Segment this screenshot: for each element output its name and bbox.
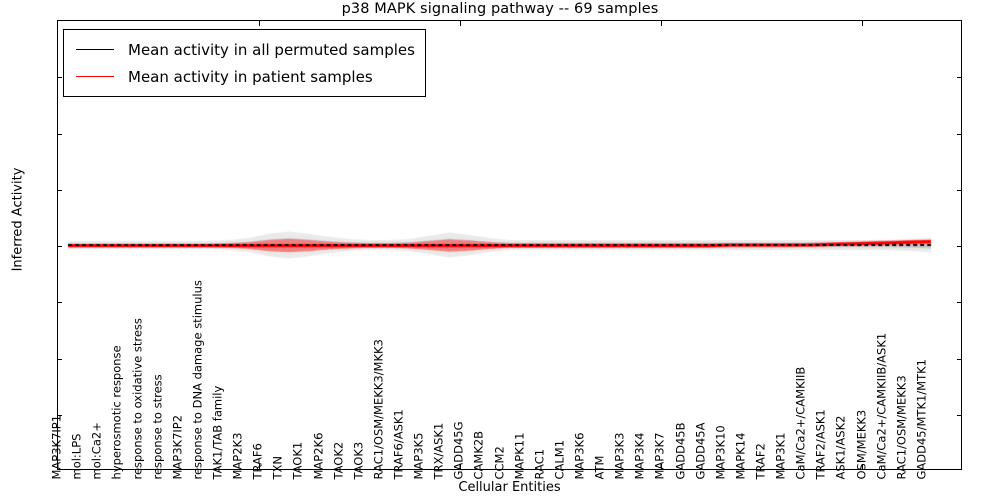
x-category-label: MAP2K6 [311,432,325,480]
y-tick-mark [957,414,961,416]
y-tick-mark [58,414,62,416]
x-tick-mark [460,464,462,469]
x-category-label: MAP3K5 [411,432,426,480]
x-tick-mark [259,464,261,469]
x-category-label: MAP3K7 [652,432,667,480]
x-category-label: MAP3K10 [713,425,728,480]
x-category-label: TXN [270,455,285,480]
x-category-label: hyperosmotic response [109,345,124,480]
x-category-label: TAOK1 [290,441,305,480]
x-category-label: response to oxidative stress [130,318,144,480]
legend-label-permuted: Mean activity in all permuted samples [128,40,415,59]
x-category-label: MAPK11 [512,432,527,480]
x-category-label: TAOK3 [351,441,366,480]
x-category-label: RAC1 [532,448,547,480]
x-category-label: TRAF2 [753,443,768,480]
y-tick-mark [58,133,62,135]
y-axis-label: Inferred Activity [10,167,26,272]
x-category-label: MAP3K6 [572,432,587,480]
x-category-label: MAP3K3 [612,432,627,480]
x-category-label: GADD45/MTK1/MTK1 [914,359,929,480]
x-category-label: CCM2 [492,446,506,480]
x-category-label: response to stress [150,374,165,480]
x-category-label: MAP2K3 [230,432,245,480]
x-category-label: TRX/ASK1 [431,422,446,480]
y-tick-mark [58,358,62,360]
x-category-label: ATM [592,455,607,480]
y-tick-mark [58,189,62,191]
x-category-label: CaM/Ca2+/CAMKIIB [793,366,808,480]
x-tick-mark [460,21,462,26]
x-category-label: CaM/Ca2+/CAMKIIB/ASK1 [874,332,889,480]
legend-item-patient[interactable]: Mean activity in patient samples [72,63,415,90]
y-tick-mark [58,77,62,79]
x-category-label: mol:Ca2+ [89,422,104,480]
x-category-label: MAP3K7IP1 [49,414,64,480]
x-category-label: TAK1/TAB family [210,385,225,480]
x-axis-label: Cellular Entities [458,480,561,495]
x-category-label: GADD45B [673,422,687,480]
x-category-label: MAP3K4 [632,432,647,480]
legend-label-patient: Mean activity in patient samples [128,67,373,86]
x-category-label: GADD45G [451,421,466,480]
x-category-label: GADD45A [693,422,708,480]
x-category-label: MAP3K7IP2 [170,414,185,480]
y-tick-mark [58,246,62,247]
x-category-label: MAP3K1 [773,432,788,480]
x-category-label: response to DNA damage stimulus [190,280,205,480]
legend-line-black-icon [76,49,114,50]
x-tick-mark [862,21,864,26]
chart-title: p38 MAPK signaling pathway -- 69 samples [341,1,659,17]
legend-item-permuted[interactable]: Mean activity in all permuted samples [72,36,415,63]
y-tick-mark [957,302,961,304]
legend-line-red-icon [76,76,114,77]
x-category-label: RAC1/OSM/MEKK3/MKK3 [371,339,386,480]
x-category-label: mol:LPS [69,433,84,480]
y-tick-mark [957,358,961,360]
x-category-label: TAOK2 [331,441,346,480]
plot-area: Mean activity in all permuted samples Me… [57,20,962,470]
x-tick-mark [661,464,663,469]
x-tick-mark [259,21,261,26]
x-category-label: RAC1/OSM/MEKK3 [894,375,909,480]
y-tick-mark [957,189,961,191]
y-tick-mark [957,77,961,79]
x-category-label: MAPK14 [733,432,748,480]
x-category-label: TRAF6/ASK1 [391,409,406,480]
y-tick-mark [957,246,961,247]
y-tick-mark [58,302,62,304]
x-category-label: TRAF2/ASK1 [813,409,828,480]
x-category-label: OSM/MEKK3 [854,409,868,480]
x-category-label: CALM1 [552,439,567,480]
x-category-label: TRAF6 [250,443,265,480]
y-tick-mark [957,133,961,135]
chart-legend[interactable]: Mean activity in all permuted samples Me… [63,29,426,97]
x-category-label: ASK1/ASK2 [833,415,848,480]
x-category-label: CAMK2B [471,430,486,480]
x-tick-mark [862,464,864,469]
x-tick-mark [661,21,663,26]
